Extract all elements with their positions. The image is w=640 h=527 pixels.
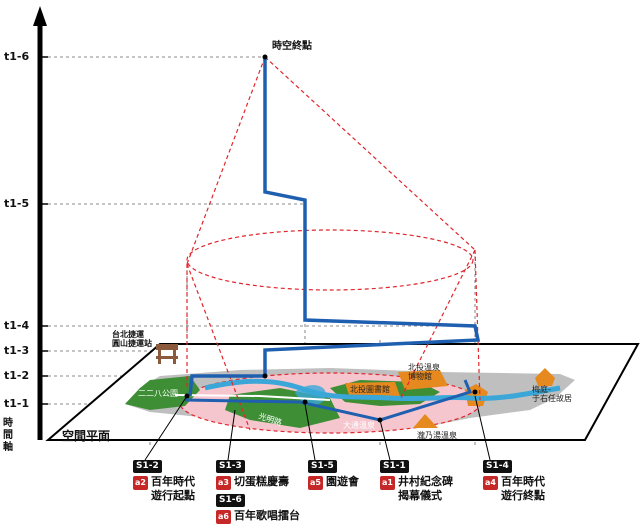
- activity-text-a6: 百年歌唱擂台: [234, 509, 300, 522]
- orange-house-east: [535, 368, 555, 386]
- activity-text-a3: 切蛋糕慶壽: [234, 475, 289, 488]
- bench-icon: [156, 344, 178, 350]
- museum-label: 北投溫泉 博物館: [408, 363, 440, 381]
- orange-block-museum: [398, 370, 448, 390]
- stop-badge-s1-3: S1-3: [216, 460, 245, 473]
- activity-tag-a6: a6: [216, 510, 231, 524]
- map: [125, 344, 575, 434]
- tick-t1-2: t1-2: [4, 369, 30, 382]
- park-228-label: 二二八公園: [138, 389, 178, 398]
- station-label: 台北捷運 圓山捷運站: [112, 330, 152, 348]
- activity-tag-a1: a1: [380, 476, 395, 490]
- spacetime-path: [188, 57, 481, 397]
- library-label: 北投圖書館: [350, 385, 390, 394]
- activity-text-a5: 園遊會: [326, 475, 359, 488]
- plum-garden-label: 梅庭- 于右任故居: [532, 385, 572, 403]
- activity-text-a4: 百年時代 遊行終點: [501, 475, 545, 502]
- activity-text-a1: 井村紀念碑 揭幕儀式: [398, 475, 453, 502]
- space-plane-label: 空間平面: [62, 429, 111, 443]
- tick-t1-3: t1-3: [4, 344, 30, 357]
- activity-tag-a3: a3: [216, 476, 231, 490]
- tick-t1-4: t1-4: [4, 319, 30, 332]
- green-park-west: [125, 376, 200, 410]
- cone-apex-label: 時空終點: [272, 41, 312, 52]
- tick-t1-6: t1-6: [4, 50, 30, 63]
- activity-tag-a2: a2: [133, 476, 148, 490]
- orange-house-kyoto: [413, 414, 438, 428]
- tick-t1-5: t1-5: [4, 197, 30, 210]
- stop-badge-s1-5: S1-5: [308, 460, 337, 473]
- time-axis-label: 時 間 軸: [3, 418, 13, 453]
- time-axis-arrowhead: [33, 6, 47, 26]
- leader-lines: [144, 395, 491, 461]
- activity-tag-a4: a4: [483, 476, 498, 490]
- activity-text-a2: 百年時代 遊行起點: [151, 475, 195, 502]
- time-ticks: [40, 56, 48, 405]
- stop-badge-s1-2: S1-2: [133, 460, 162, 473]
- street: [174, 394, 331, 401]
- tick-t1-1: t1-1: [4, 397, 30, 410]
- activity-tag-a5: a5: [308, 476, 323, 490]
- kyoto-label: 瀧乃湯溫泉: [417, 431, 457, 440]
- stop-badge-s1-4: S1-4: [483, 460, 512, 473]
- stop-badge-s1-6: S1-6: [216, 494, 245, 507]
- river: [204, 378, 561, 402]
- stop-badge-s1-1: S1-1: [380, 460, 409, 473]
- orange-block-library: [345, 382, 400, 398]
- daiichi-label: 大通溫泉: [343, 421, 375, 430]
